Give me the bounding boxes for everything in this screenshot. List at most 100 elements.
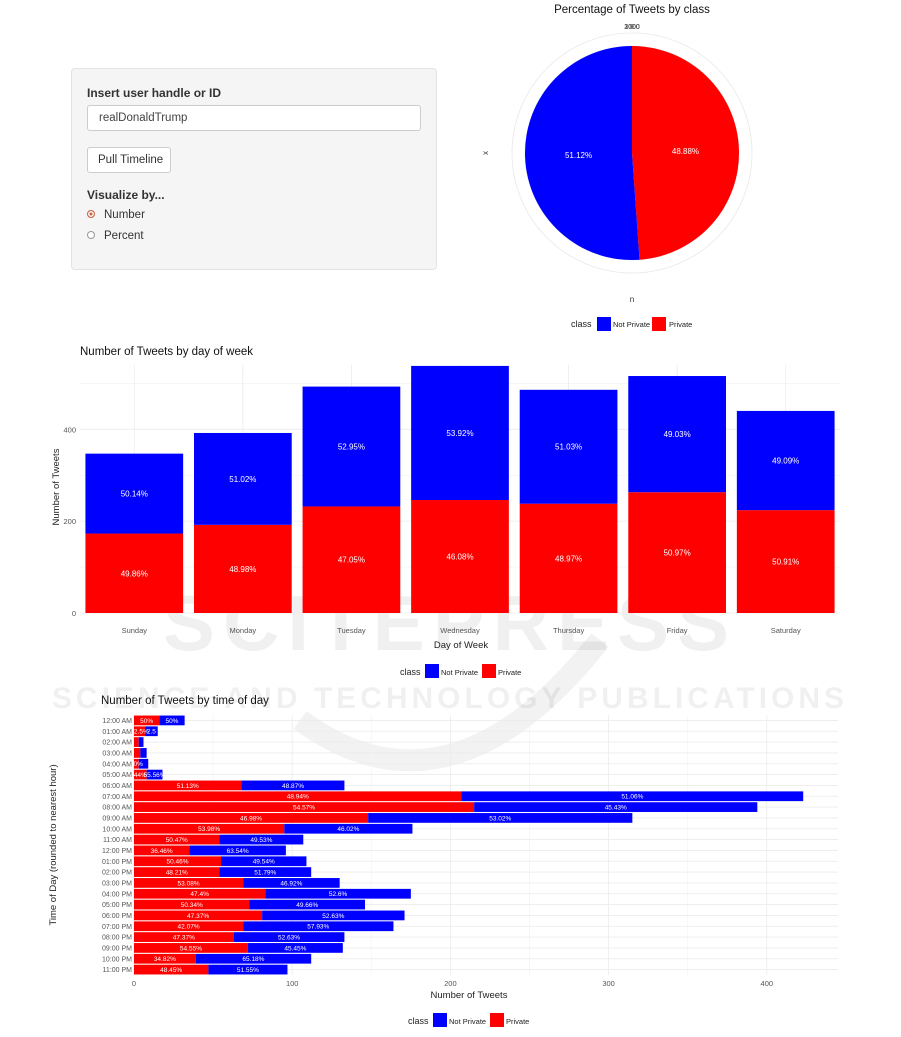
- tod-bar-label: 44%: [134, 772, 147, 779]
- dow-bar-label: 50.97%: [664, 549, 691, 558]
- dow-y-tick: 200: [63, 517, 76, 526]
- tod-bar-label: 51.55%: [237, 967, 259, 974]
- tod-bar-not-private: [461, 791, 804, 802]
- dow-x-tick: Saturday: [771, 626, 801, 635]
- tod-y-axis-label: Time of Day (rounded to nearest hour): [48, 764, 59, 925]
- tod-bar-private: [134, 737, 139, 747]
- radio-number[interactable]: Number: [87, 209, 145, 221]
- tod-bar-label: 46.92%: [280, 880, 302, 887]
- dow-x-tick: Sunday: [122, 626, 148, 635]
- tod-bar-private: [134, 769, 147, 780]
- legend-label-not-private: Not Private: [613, 320, 650, 329]
- pie-slice-label: 48.88%: [672, 147, 699, 156]
- tod-bar-not-private: [195, 953, 312, 964]
- tod-y-tick: 07:00 AM: [102, 794, 132, 801]
- tod-bar-private: [134, 726, 146, 737]
- tod-y-tick: 03:00 PM: [102, 880, 132, 887]
- dow-bar-private: [736, 510, 835, 613]
- dow-bar-label: 48.98%: [229, 565, 256, 574]
- tod-x-tick: 0: [132, 979, 136, 988]
- tod-y-tick: 02:00 AM: [102, 740, 132, 747]
- tod-bar-private: [134, 878, 244, 888]
- tod-bar-private: [134, 791, 462, 802]
- pie-title: Percentage of Tweets by class: [554, 4, 710, 16]
- tod-bar-label: 47.37%: [187, 913, 209, 920]
- dow-bar-label: 51.03%: [555, 443, 582, 452]
- tod-bar-label: 48.45%: [160, 967, 182, 974]
- tod-bar-label: 46.98%: [240, 815, 262, 822]
- tod-bar-not-private: [159, 715, 185, 726]
- radio-percent[interactable]: Percent: [87, 230, 144, 242]
- tod-bar-private: [134, 845, 190, 856]
- tod-bar-not-private: [146, 769, 163, 780]
- tod-bar-label: 53.08%: [178, 880, 200, 887]
- legend-key-not-private: [433, 1013, 447, 1027]
- dow-x-axis-label: Day of Week: [434, 640, 488, 651]
- pie-slice-not-private: [525, 46, 640, 260]
- tod-bar-label: 70%: [130, 761, 143, 768]
- tod-bar-not-private: [249, 899, 365, 910]
- tod-x-axis-label: Number of Tweets: [431, 990, 508, 1001]
- dow-bar-private: [519, 503, 618, 613]
- dow-bar-private: [85, 533, 184, 613]
- tod-bar-not-private: [219, 867, 312, 877]
- tod-y-tick: 01:00 AM: [102, 729, 132, 736]
- pull-timeline-button[interactable]: Pull Timeline: [87, 147, 171, 173]
- tod-bar-private: [134, 813, 369, 823]
- dow-bar-not-private: [411, 365, 509, 501]
- dow-bar-not-private: [302, 386, 401, 507]
- legend-key-private: [482, 664, 496, 678]
- tod-bar-label: 51.13%: [177, 783, 199, 790]
- dow-bar-label: 52.95%: [338, 443, 365, 452]
- legend-title: class: [571, 319, 592, 329]
- tod-bar-label: 63.54%: [227, 848, 249, 855]
- tod-bar-not-private: [138, 737, 144, 747]
- tod-bar-label: 36.46%: [151, 848, 173, 855]
- tod-bar-label: 52.63%: [278, 934, 300, 941]
- tod-bar-private: [134, 802, 475, 812]
- tod-y-tick: 08:00 PM: [102, 935, 132, 942]
- pie-slice-private: [632, 46, 739, 260]
- tod-bar-not-private: [262, 910, 405, 921]
- tod-bar-private: [134, 834, 220, 845]
- tod-y-tick: 11:00 AM: [103, 837, 132, 844]
- pie-y-axis-label: x: [481, 151, 490, 155]
- tod-bar-not-private: [145, 726, 158, 737]
- legend-label-private: Private: [498, 668, 521, 677]
- tod-bar-label: 46.02%: [337, 826, 359, 833]
- dow-bar-label: 47.05%: [338, 556, 365, 565]
- tod-bar-label: 53.02%: [489, 815, 511, 822]
- dow-y-tick: 400: [63, 425, 76, 434]
- tod-bar-label: 57.93%: [307, 924, 329, 931]
- tod-y-tick: 03:00 AM: [102, 750, 132, 757]
- visualize-label: Visualize by...: [87, 188, 165, 202]
- dow-bar-label: 50.91%: [772, 558, 799, 567]
- tod-bar-label: 45.43%: [605, 804, 627, 811]
- legend-title: class: [408, 1016, 429, 1026]
- tod-y-tick: 05:00 AM: [102, 772, 132, 779]
- tod-bar-not-private: [474, 802, 758, 812]
- dow-bar-label: 46.08%: [446, 553, 473, 562]
- tod-bar-not-private: [247, 943, 343, 953]
- tod-bar-label: 47.37%: [173, 934, 195, 941]
- tod-bar-not-private: [221, 856, 307, 867]
- tod-bar-label: 49.54%: [253, 859, 275, 866]
- tod-y-tick: 06:00 AM: [102, 783, 132, 790]
- tod-bar-not-private: [243, 921, 394, 932]
- dow-bar-label: 53.92%: [446, 429, 473, 438]
- tod-bar-not-private: [233, 932, 345, 942]
- tod-bar-not-private: [208, 964, 288, 975]
- tod-bar-private: [134, 888, 266, 899]
- tod-bar-label: 52.6%: [329, 891, 348, 898]
- dow-bar-not-private: [736, 410, 835, 511]
- tod-bar-label: 50%: [140, 718, 153, 725]
- tod-bar-private: [134, 932, 234, 942]
- pie-legend: class Not Private Private: [571, 317, 692, 331]
- legend-label-private: Private: [669, 320, 692, 329]
- dow-y-axis-label: Number of Tweets: [51, 448, 62, 525]
- tod-title: Number of Tweets by time of day: [101, 695, 269, 707]
- handle-input[interactable]: realDonaldTrump: [87, 105, 421, 131]
- tod-y-tick: 04:00 PM: [102, 891, 132, 898]
- tod-bar-label: 50.34%: [181, 902, 203, 909]
- pie-tick-label: 0: [630, 24, 634, 31]
